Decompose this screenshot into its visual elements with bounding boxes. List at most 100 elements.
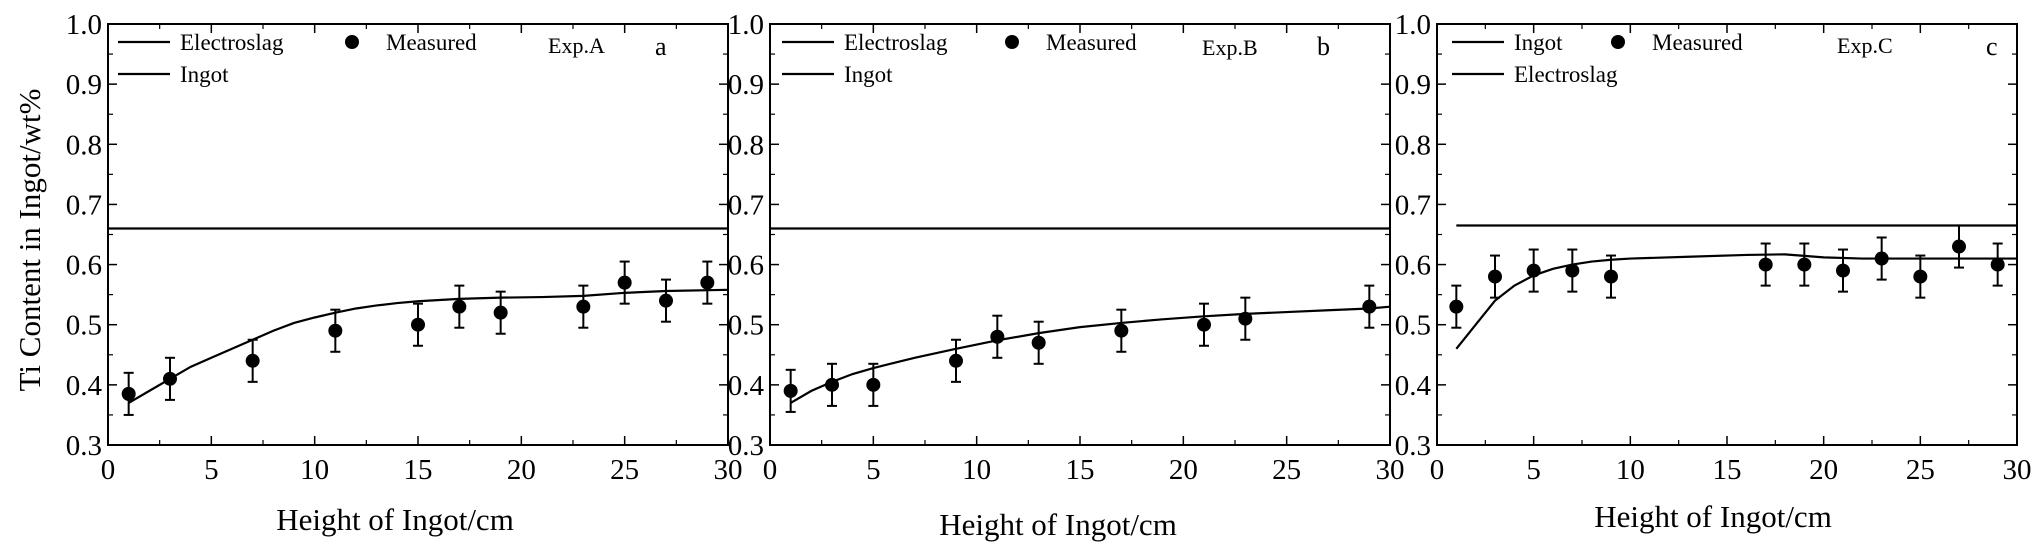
x-tick-label: 20 (1809, 454, 1838, 486)
y-tick-label: 0.3 (66, 430, 102, 462)
y-tick-label: 0.6 (1395, 250, 1431, 282)
measured-point (659, 293, 673, 308)
y-tick-label: 0.5 (728, 310, 764, 342)
x-tick-label: 0 (1430, 454, 1445, 486)
y-tick-label: 0.9 (728, 69, 764, 101)
measured-point (1874, 251, 1889, 266)
measured-point (452, 299, 467, 314)
legend-label: Electroslag (180, 30, 284, 55)
legend-label: Electroslag (844, 30, 948, 55)
y-tick-label: 1.0 (728, 9, 764, 41)
plot-frame (1436, 23, 2018, 446)
x-tick-label: 5 (204, 454, 219, 486)
measured-point (493, 305, 508, 320)
legend-label: Measured (1046, 30, 1137, 55)
legend-label: Ingot (180, 62, 229, 87)
x-tick-label: 25 (1272, 454, 1301, 486)
y-tick-label: 0.7 (728, 189, 764, 221)
x-tick-label: 30 (714, 454, 743, 486)
measured-point (1238, 311, 1253, 326)
legend-label: Ingot (844, 62, 893, 87)
x-tick-label: 20 (1169, 454, 1198, 486)
experiment-label: Exp.A (548, 33, 605, 58)
y-tick-label: 1.0 (66, 9, 102, 41)
measured-point (700, 275, 715, 290)
legend-label: Electroslag (1514, 62, 1618, 87)
legend-dot-swatch (1005, 35, 1019, 49)
x-tick-label: 30 (1376, 454, 1405, 486)
x-tick-label: 0 (763, 454, 778, 486)
measured-point (1565, 263, 1580, 278)
x-tick-label: 20 (507, 454, 536, 486)
experiment-label: Exp.B (1202, 35, 1258, 60)
measured-point (411, 317, 425, 332)
measured-point (1197, 317, 1211, 332)
legend-label: Measured (386, 30, 477, 55)
x-tick-label: 25 (1906, 454, 1935, 486)
chart-panel-c: 0 5 10 15 20 25 30 0.3 0.4 0.5 0.6 0.7 0.8 0.9 1.0 Ingo… (1395, 9, 2032, 534)
measured-point (1362, 299, 1377, 314)
y-tick-label: 0.8 (1395, 129, 1431, 161)
measured-point (121, 386, 136, 401)
measured-point (866, 377, 881, 392)
x-tick-label: 15 (1713, 454, 1742, 486)
x-tick-label: 5 (1526, 454, 1541, 486)
y-tick-label: 0.7 (66, 189, 102, 221)
measured-point (1836, 263, 1850, 278)
series-line-ingot (790, 305, 1391, 404)
measured-point (1488, 269, 1502, 284)
x-tick-label: 10 (300, 454, 329, 486)
y-tick-label: 0.6 (728, 250, 764, 282)
x-tick-label: 25 (610, 454, 639, 486)
x-tick-label: 10 (1616, 454, 1645, 486)
y-tick-label: 0.8 (728, 129, 764, 161)
y-tick-label: 0.8 (66, 129, 102, 161)
legend-dot-swatch (345, 35, 359, 49)
legend-label: Ingot (1514, 30, 1563, 55)
y-axis-title: Ti Content in Ingot/wt% (12, 89, 47, 392)
x-tick-label: 0 (101, 454, 116, 486)
measured-point (825, 377, 839, 392)
y-tick-label: 0.4 (728, 370, 765, 402)
x-tick-label: 15 (1066, 454, 1095, 486)
measured-point (1952, 239, 1966, 254)
measured-point (328, 323, 343, 338)
measured-point (1797, 257, 1812, 272)
x-tick-label: 30 (2003, 454, 2032, 486)
measured-point (1031, 335, 1046, 350)
x-axis-title: Height of Ingot/cm (276, 502, 514, 537)
plot-frame (107, 23, 729, 446)
panel-letter: c (1986, 32, 1998, 61)
measured-point (990, 329, 1005, 344)
y-tick-label: 0.5 (1395, 310, 1431, 342)
legend-dot-swatch (1611, 35, 1625, 49)
measured-point (163, 371, 177, 386)
y-tick-label: 0.5 (66, 310, 102, 342)
x-tick-label: 10 (962, 454, 991, 486)
y-tick-label: 0.4 (1395, 370, 1432, 402)
measured-point (1913, 269, 1928, 284)
y-tick-label: 0.9 (66, 69, 102, 101)
measured-point (576, 299, 591, 314)
measured-point (949, 353, 963, 368)
plot-frame (769, 23, 1391, 446)
x-axis-title: Height of Ingot/cm (1594, 499, 1832, 534)
measured-point (245, 353, 260, 368)
measured-point (1114, 323, 1129, 338)
panel-letter: b (1317, 32, 1330, 61)
x-tick-label: 15 (404, 454, 433, 486)
y-tick-label: 0.6 (66, 250, 102, 282)
measured-point (1758, 257, 1773, 272)
measured-point (1526, 263, 1541, 278)
y-tick-label: 0.3 (728, 430, 764, 462)
legend-label: Measured (1652, 30, 1743, 55)
y-tick-label: 0.4 (66, 370, 103, 402)
x-tick-label: 5 (866, 454, 881, 486)
measured-point (1604, 269, 1618, 284)
y-tick-label: 0.7 (1395, 189, 1431, 221)
y-tick-label: 0.9 (1395, 69, 1431, 101)
series-line-ingot (1455, 253, 2017, 350)
series-line-ingot (128, 288, 729, 404)
panel-letter: a (655, 32, 667, 61)
